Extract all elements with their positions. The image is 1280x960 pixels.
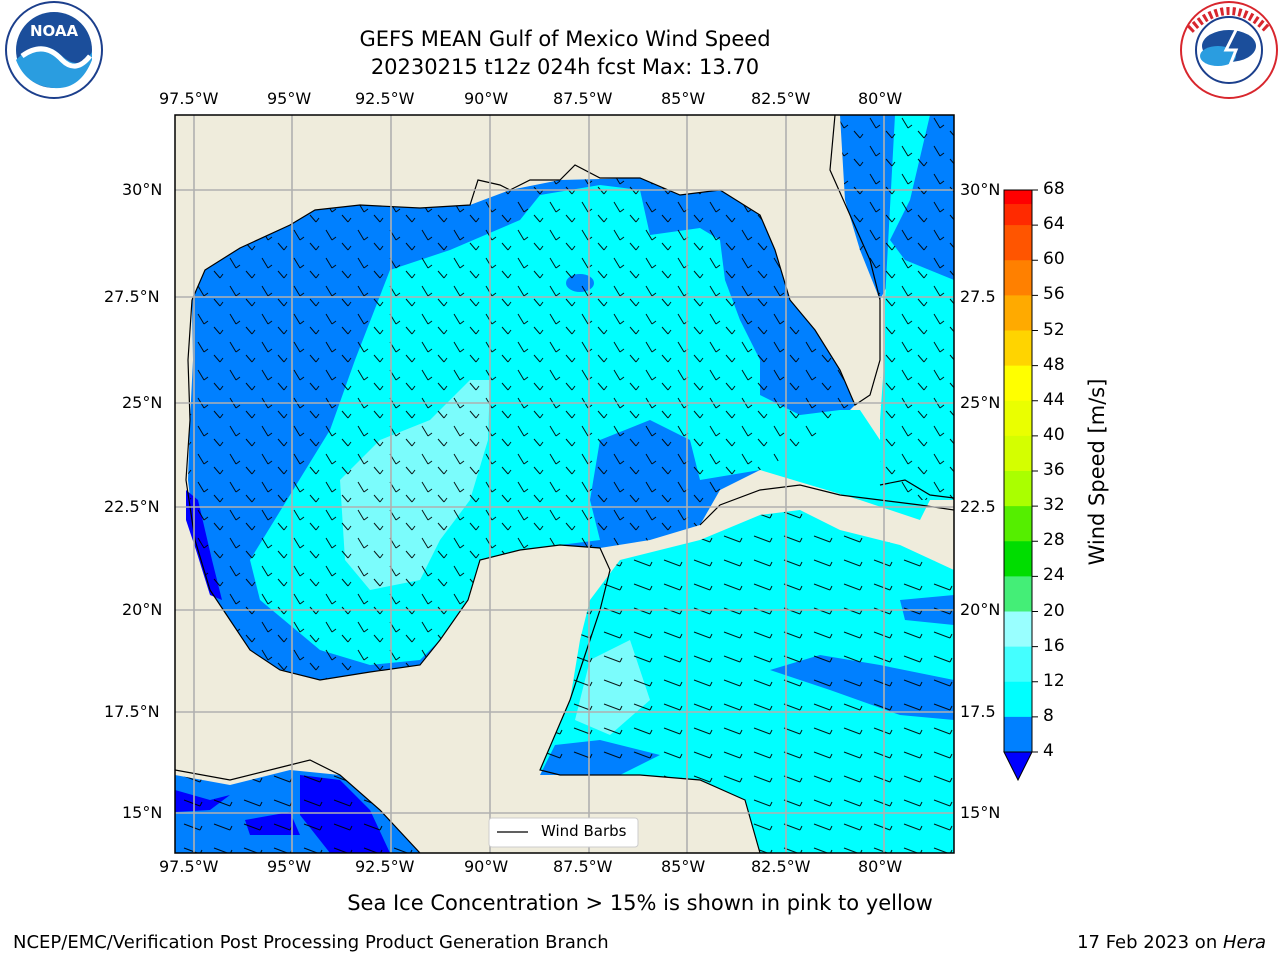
colorbar-tick-label: 16 <box>1043 635 1065 656</box>
colorbar-segment <box>1004 365 1032 402</box>
colorbar-segment <box>1004 646 1032 683</box>
lon-tick-top: 97.5°W <box>159 89 219 108</box>
lat-tick-left: 30°N <box>122 180 163 199</box>
coastlines <box>175 115 954 853</box>
colorbar-segment <box>1004 681 1032 718</box>
colorbar-segment <box>1004 225 1032 261</box>
legend-label: Wind Barbs <box>541 822 627 840</box>
lat-tick-left: 17.5°N <box>104 702 160 721</box>
map-area <box>175 115 954 853</box>
lat-tick-right: 27.5 <box>960 287 996 306</box>
colorbar-segment <box>1004 611 1032 648</box>
footer-date-text: 17 Feb 2023 on <box>1077 932 1223 953</box>
lon-tick-bottom: 92.5°W <box>355 857 415 876</box>
chart-title-line1: GEFS MEAN Gulf of Mexico Wind Speed <box>359 27 771 51</box>
lat-tick-left: 22.5°N <box>104 497 160 516</box>
colorbar <box>1003 189 1038 782</box>
colorbar-tick-label: 68 <box>1043 179 1065 199</box>
colorbar-segment <box>1004 506 1032 542</box>
map-legend <box>488 817 639 848</box>
footer-host: Hera <box>1222 932 1266 953</box>
lon-tick-bottom: 95°W <box>267 857 312 876</box>
gridlines <box>175 115 954 853</box>
lon-tick-top: 87.5°W <box>553 89 613 108</box>
colorbar-tick-label: 40 <box>1043 424 1065 445</box>
colorbar-segment <box>1004 295 1032 331</box>
colorbar-tick-label: 36 <box>1043 460 1065 480</box>
colorbar-tick-label: 60 <box>1043 249 1065 270</box>
colorbar-segment <box>1004 190 1032 205</box>
lat-tick-left: 20°N <box>122 600 163 619</box>
colorbar-tick-label: 8 <box>1043 705 1054 726</box>
lat-tick-right: 20°N <box>960 600 1001 619</box>
lon-tick-top: 90°W <box>464 89 509 108</box>
colorbar-label: Wind Speed [m/s] <box>1085 378 1109 566</box>
lon-tick-bottom: 97.5°W <box>159 857 219 876</box>
lat-tick-right: 22.5 <box>960 497 996 516</box>
colorbar-tick-label: 4 <box>1043 741 1054 761</box>
lon-tick-top: 95°W <box>267 89 312 108</box>
colorbar-segment <box>1004 435 1032 472</box>
lon-tick-bottom: 87.5°W <box>553 857 613 876</box>
noaa-logo: NOAA <box>5 1 103 99</box>
colorbar-segment <box>1004 260 1032 296</box>
colorbar-segment <box>1004 716 1032 753</box>
lat-tick-left: 27.5°N <box>104 287 160 306</box>
colorbar-tick-label: 28 <box>1043 530 1065 551</box>
sea-ice-note: Sea Ice Concentration > 15% is shown in … <box>347 891 933 915</box>
lat-tick-right: 15°N <box>960 803 1001 822</box>
lon-tick-top: 92.5°W <box>355 89 415 108</box>
colorbar-tick-label: 24 <box>1043 565 1065 586</box>
lat-tick-left: 15°N <box>122 803 163 822</box>
colorbar-tick-label: 56 <box>1043 284 1065 305</box>
colorbar-under-arrow <box>1003 751 1033 782</box>
footer-credit: NCEP/EMC/Verification Post Processing Pr… <box>13 932 609 953</box>
colorbar-segment <box>1004 576 1032 612</box>
colorbar-segment <box>1004 471 1032 507</box>
colorbar-tick-label: 20 <box>1043 600 1065 621</box>
colorbar-segment <box>1004 400 1032 437</box>
colorbar-tick-label: 48 <box>1043 354 1065 375</box>
chart-title-line2: 20230215 t12z 024h fcst Max: 13.70 <box>370 55 760 79</box>
lon-tick-bottom: 80°W <box>858 857 903 876</box>
lon-tick-bottom: 85°W <box>661 857 706 876</box>
lon-tick-top: 80°W <box>858 89 903 108</box>
lon-tick-top: 82.5°W <box>751 89 811 108</box>
noaa-logo-text: NOAA <box>30 22 79 40</box>
colorbar-tick-label: 12 <box>1043 670 1065 691</box>
lat-tick-right: 30°N <box>960 180 1001 199</box>
colorbar-segment <box>1004 330 1032 367</box>
colorbar-segment <box>1004 541 1032 577</box>
lon-tick-bottom: 82.5°W <box>751 857 811 876</box>
lat-tick-right: 17.5 <box>960 702 996 721</box>
nws-logo <box>1180 1 1278 99</box>
colorbar-tick-label: 64 <box>1043 214 1065 235</box>
footer-date: 17 Feb 2023 on Hera <box>1077 932 1266 953</box>
map-frame <box>174 114 955 854</box>
lon-tick-bottom: 90°W <box>464 857 509 876</box>
lat-tick-left: 25°N <box>122 393 163 412</box>
colorbar-tick-label: 44 <box>1043 389 1065 410</box>
lat-tick-right: 25°N <box>960 393 1001 412</box>
colorbar-tick-label: 32 <box>1043 495 1065 516</box>
lon-tick-top: 85°W <box>661 89 706 108</box>
colorbar-tick-label: 52 <box>1043 319 1065 340</box>
